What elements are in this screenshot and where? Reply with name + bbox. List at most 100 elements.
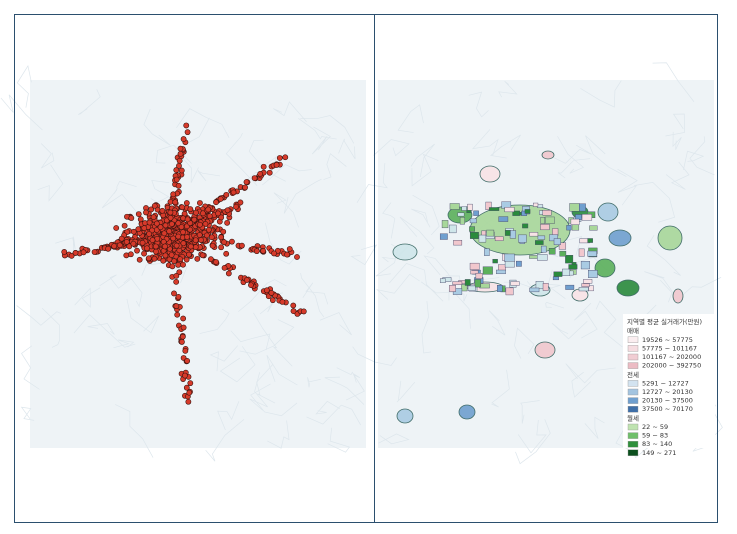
point (141, 250, 147, 257)
district (518, 234, 527, 243)
legend-item: 37500 ~ 70170 (642, 405, 693, 413)
district-border (205, 419, 245, 462)
district-border (336, 367, 365, 401)
district-border (683, 150, 705, 170)
point (128, 215, 135, 221)
legend-swatch (627, 336, 639, 343)
district-border (87, 323, 115, 335)
point (157, 224, 164, 231)
point (197, 221, 203, 228)
point (187, 206, 194, 213)
district (558, 242, 567, 250)
legend-item: 22 ~ 59 (642, 423, 668, 431)
district (540, 224, 550, 231)
legend-swatch (627, 406, 639, 413)
point (175, 220, 182, 227)
district-border (411, 208, 431, 228)
district (542, 210, 552, 216)
district-border (517, 419, 547, 454)
point (171, 290, 177, 297)
point (166, 228, 173, 235)
district-border (238, 279, 287, 312)
point (173, 278, 180, 285)
point (171, 258, 178, 265)
point (243, 179, 250, 185)
point (224, 207, 231, 214)
point (260, 163, 267, 170)
district (583, 279, 593, 284)
point (230, 189, 237, 196)
point (294, 254, 300, 260)
point (184, 358, 191, 364)
district (484, 248, 490, 256)
point (180, 136, 187, 142)
district-border (267, 420, 290, 449)
district (479, 283, 490, 289)
district-border (399, 216, 435, 255)
district-border (545, 302, 565, 309)
district-border (423, 255, 455, 283)
district-border (248, 139, 286, 182)
point (213, 199, 219, 206)
point (286, 246, 293, 252)
point (223, 191, 230, 198)
point (192, 244, 199, 251)
point (113, 225, 120, 231)
point (260, 248, 267, 254)
district-border (113, 181, 137, 194)
point (172, 199, 179, 206)
point (126, 243, 133, 250)
district-border (55, 236, 76, 257)
district (672, 288, 684, 304)
point (173, 272, 180, 279)
point (170, 191, 177, 198)
point (217, 196, 224, 202)
point (184, 234, 190, 240)
district (396, 408, 414, 424)
district (494, 236, 504, 241)
district-border (520, 400, 540, 424)
point (178, 224, 185, 230)
district-border (101, 189, 150, 213)
legend-swatch (627, 362, 639, 369)
district-border (16, 64, 32, 108)
district (568, 264, 578, 270)
district-border (300, 115, 355, 144)
point (208, 234, 215, 241)
point (61, 249, 68, 255)
district (533, 202, 539, 207)
district-border (378, 433, 410, 445)
district (589, 225, 598, 231)
point (105, 245, 112, 252)
point (127, 251, 134, 258)
point (182, 347, 189, 354)
district (594, 258, 616, 278)
legend-swatch (627, 345, 639, 352)
district-border (239, 319, 295, 355)
point (175, 261, 182, 268)
point (72, 250, 79, 256)
district (553, 271, 563, 277)
point (199, 252, 206, 259)
point (139, 239, 146, 246)
frame (14, 14, 718, 523)
point (160, 257, 167, 264)
point (185, 398, 192, 405)
district-border (389, 263, 444, 302)
district-border (468, 91, 489, 118)
district (542, 283, 549, 291)
legend-swatch (627, 380, 639, 387)
district-border (382, 202, 396, 239)
district-border (266, 355, 298, 386)
district-border (327, 427, 350, 453)
point (196, 232, 203, 238)
point (257, 171, 264, 177)
district-border (338, 138, 356, 160)
district-border (197, 169, 221, 182)
legend-group: 월세 (627, 413, 639, 422)
point (282, 154, 289, 161)
point (200, 210, 206, 217)
point (146, 231, 152, 237)
district-border (551, 320, 588, 340)
